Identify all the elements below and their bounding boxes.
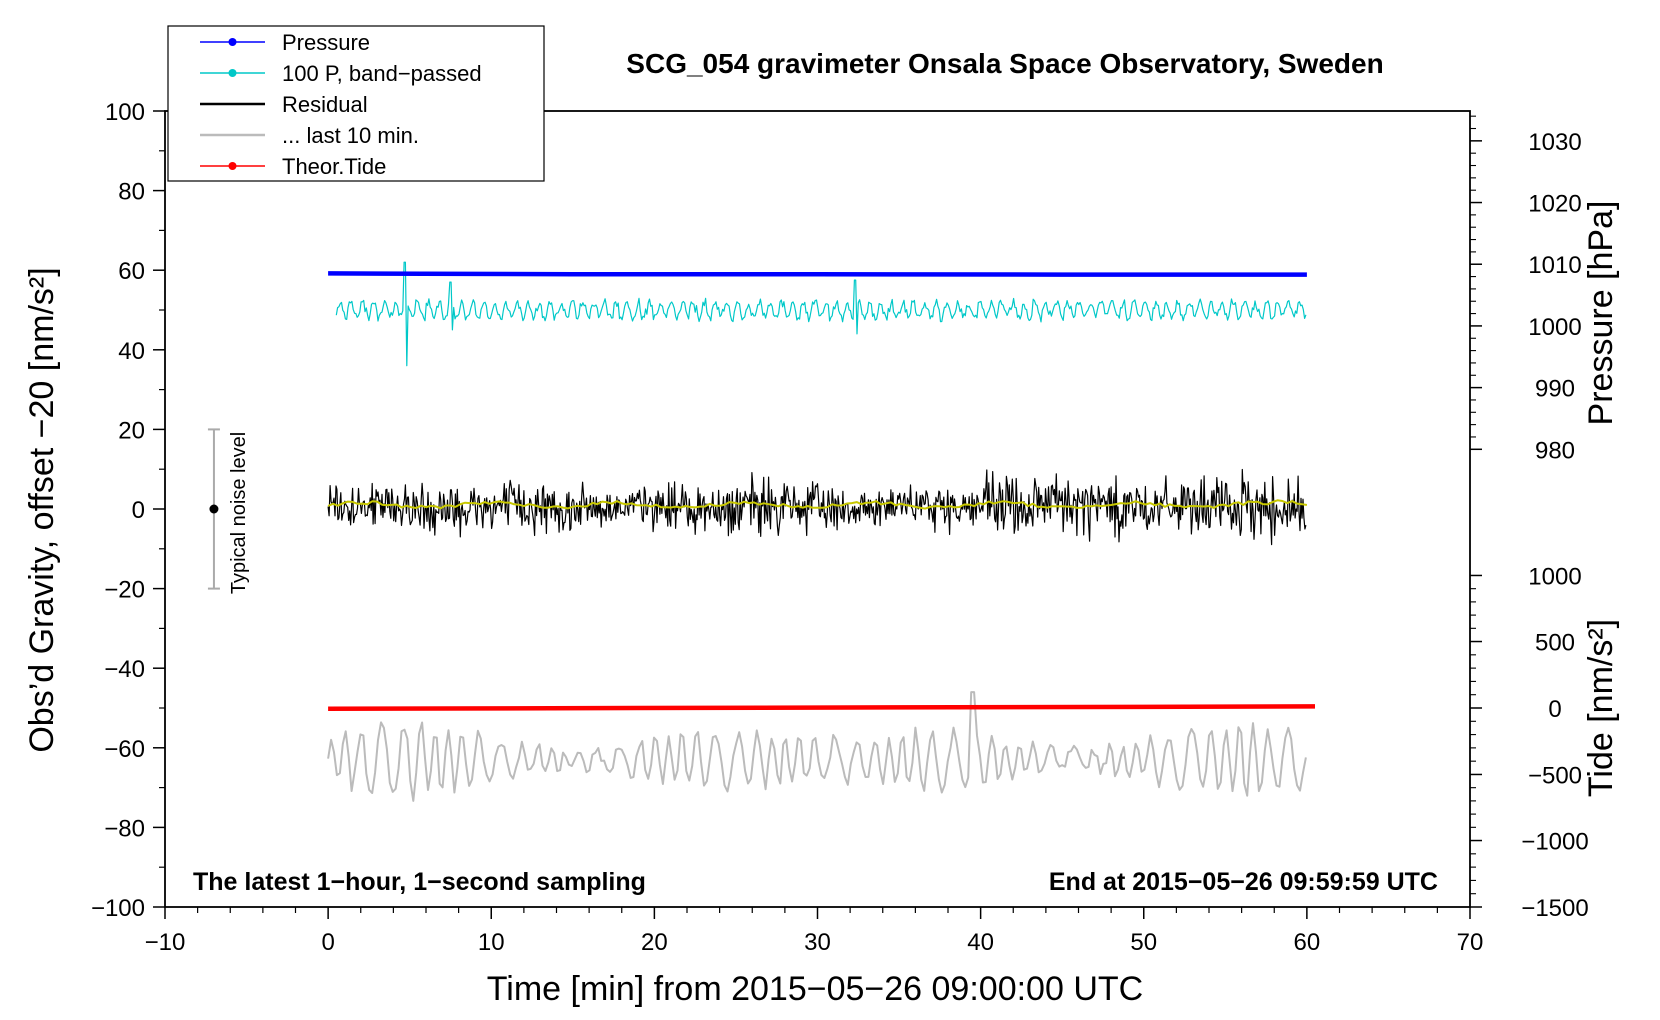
- series-last-10-min: [327, 691, 1307, 802]
- series-residual-smoothed: [327, 499, 1308, 510]
- y-tick-label: 40: [118, 338, 145, 365]
- tide-tick-label: 500: [1535, 630, 1575, 657]
- legend-marker: [228, 162, 237, 170]
- tide-tick-label: −1000: [1521, 829, 1588, 856]
- x-tick-label: −10: [145, 929, 186, 956]
- y-tick-label: 80: [118, 179, 145, 206]
- x-tick-label: 40: [967, 929, 994, 956]
- y-tick-label: 0: [132, 497, 145, 524]
- series-layer: [327, 261, 1316, 802]
- legend-label: ... last 10 min.: [282, 123, 419, 148]
- y-tick-label: 20: [118, 417, 145, 444]
- pressure-axis-label: Pressure [hPa]: [1582, 201, 1620, 426]
- legend-marker: [228, 38, 237, 46]
- legend-label: 100 P, band−passed: [282, 61, 482, 86]
- noise-level-label: Typical noise level: [228, 432, 250, 594]
- x-tick-label: 0: [321, 929, 334, 956]
- x-tick-label: 20: [641, 929, 668, 956]
- series-band-passed-pressure: [335, 261, 1307, 367]
- legend: Pressure 100 P, band−passed Residual ... la…: [167, 25, 545, 182]
- x-axis-label: Time [min] from 2015−05−26 09:00:00 UTC: [487, 970, 1143, 1008]
- y-tick-label: 100: [105, 99, 145, 126]
- y-tick-label: −40: [104, 656, 145, 683]
- y-tick-label: −100: [91, 895, 145, 922]
- x-tick-label: 30: [804, 929, 831, 956]
- noise-level-indicator: Typical noise level: [207, 428, 250, 594]
- noise-bar-center-dot: [209, 504, 219, 514]
- annotation-end-time: End at 2015−05−26 09:59:59 UTC: [1049, 868, 1438, 896]
- x-tick-label: 10: [478, 929, 505, 956]
- tide-tick-label: 1000: [1528, 563, 1581, 590]
- tide-tick-label: 0: [1548, 696, 1561, 723]
- annotation-sampling: The latest 1−hour, 1−second sampling: [193, 868, 646, 896]
- x-tick-label: 60: [1294, 929, 1321, 956]
- y-axis-label: Obs’d Gravity, offset −20 [nm/s²]: [23, 267, 61, 752]
- series-residual: [327, 468, 1307, 546]
- pressure-tick-label: 1030: [1528, 129, 1581, 156]
- tide-tick-label: −1500: [1521, 895, 1588, 922]
- x-tick-label: 70: [1457, 929, 1484, 956]
- legend-label: Pressure: [282, 30, 370, 55]
- tide-axis-label: Tide [nm/s²]: [1582, 619, 1620, 797]
- legend-label: Theor.Tide: [282, 154, 386, 179]
- axes-layer: −10 0 10 20 30 40 50 60 70−100−80−60−40−20020406…: [91, 99, 1589, 956]
- y-tick-label: −20: [104, 577, 145, 604]
- y-tick-label: −60: [104, 736, 145, 763]
- y-tick-label: 60: [118, 258, 145, 285]
- x-tick-label: 50: [1130, 929, 1157, 956]
- legend-marker: [228, 69, 237, 77]
- chart-title: SCG_054 gravimeter Onsala Space Observat…: [626, 48, 1383, 79]
- y-tick-label: −80: [104, 815, 145, 842]
- tide-tick-label: −500: [1528, 762, 1582, 789]
- series-pressure: [328, 271, 1307, 277]
- pressure-tick-label: 1010: [1528, 252, 1581, 279]
- pressure-tick-label: 980: [1535, 437, 1575, 464]
- pressure-tick-label: 1020: [1528, 191, 1581, 218]
- legend-label: Residual: [282, 92, 368, 117]
- pressure-tick-label: 990: [1535, 376, 1575, 403]
- series-theoretical-tide: [328, 704, 1316, 712]
- pressure-tick-label: 1000: [1528, 314, 1581, 341]
